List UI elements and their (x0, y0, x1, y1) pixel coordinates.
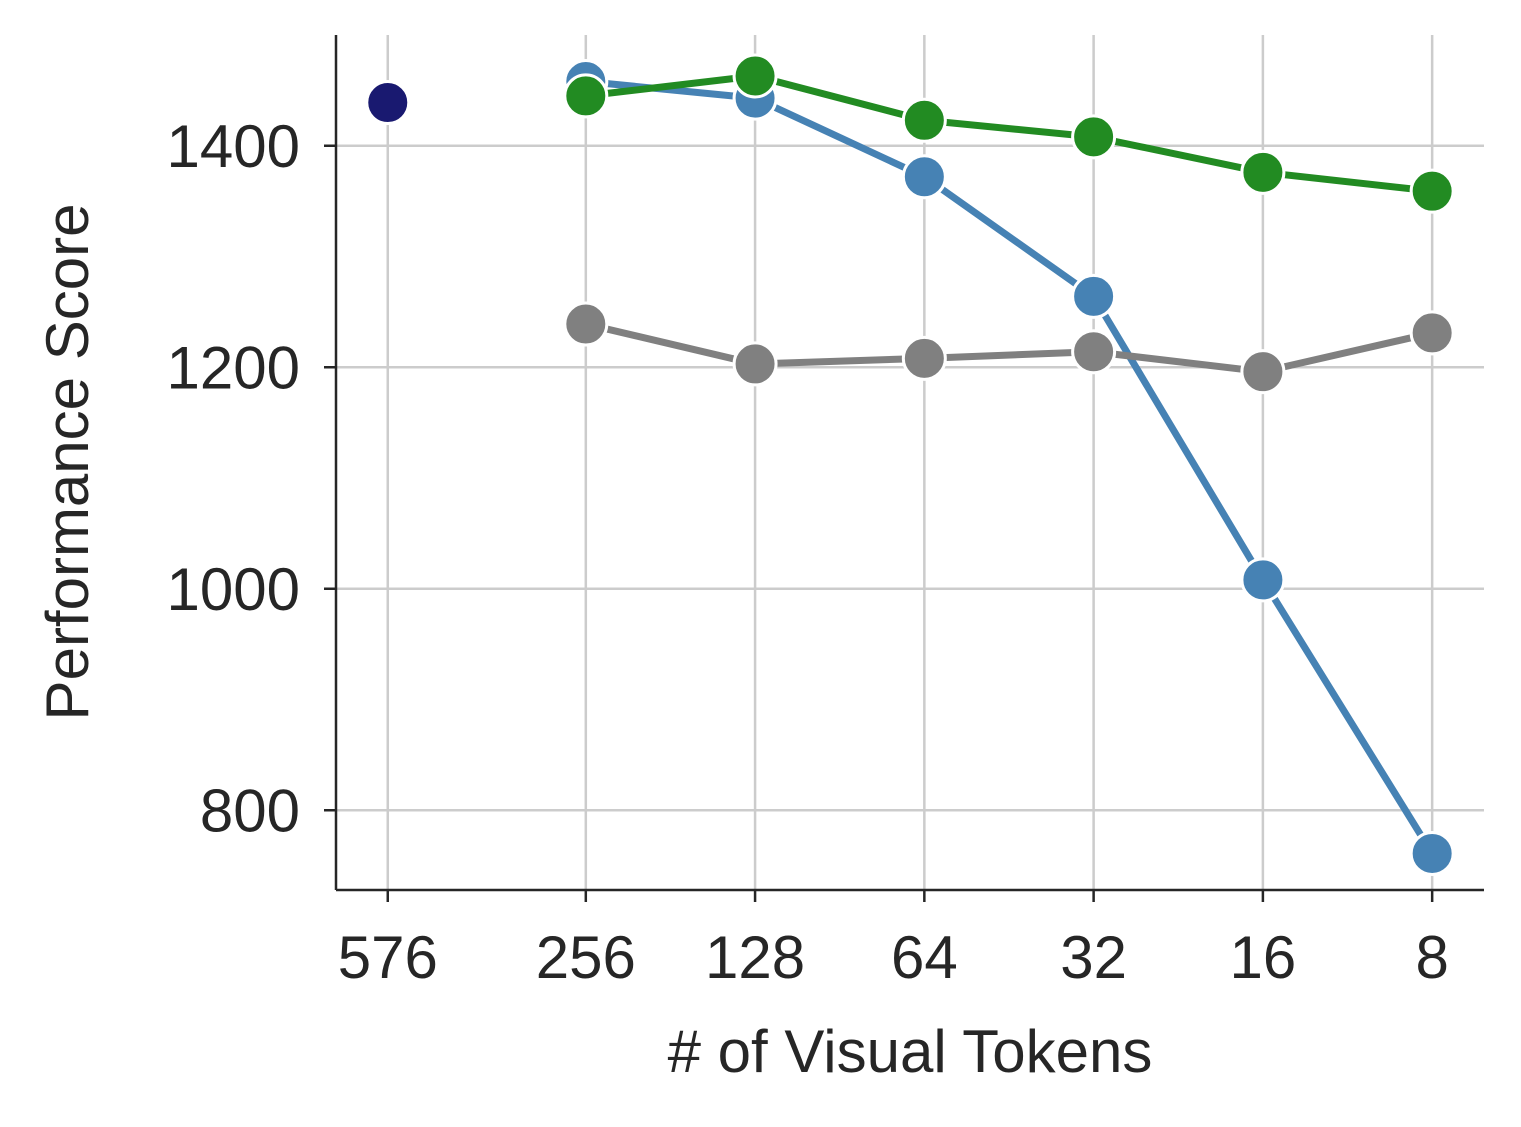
point (563, 73, 609, 119)
series-line (584, 320, 1433, 376)
point (1240, 557, 1286, 603)
point (1071, 329, 1117, 375)
point (901, 154, 947, 200)
y-tick-label: 1000 (167, 556, 300, 623)
x-axis-label: # of Visual Tokens (668, 1018, 1153, 1085)
point (563, 301, 609, 347)
point (1240, 149, 1286, 195)
y-axis-label: Performance Score (34, 204, 101, 721)
point (1409, 830, 1455, 876)
point (365, 80, 411, 126)
x-tick-label: 256 (536, 924, 636, 991)
point (1409, 310, 1455, 356)
point (1071, 114, 1117, 160)
point (1240, 349, 1286, 395)
x-tick-label: 32 (1060, 924, 1127, 991)
x-tick-label: 8 (1415, 924, 1448, 991)
point (732, 53, 778, 99)
point (1071, 273, 1117, 319)
y-tick-label: 800 (200, 777, 300, 844)
x-tick-label: 16 (1230, 924, 1297, 991)
point (901, 335, 947, 381)
x-tick-label: 64 (891, 924, 958, 991)
x-tick-label: 128 (705, 924, 805, 991)
point (732, 341, 778, 387)
point (1409, 168, 1455, 214)
y-tick-label: 1400 (167, 113, 300, 180)
x-tick-label: 576 (338, 924, 438, 991)
series-line (585, 72, 1433, 195)
y-tick-label: 1200 (167, 334, 300, 401)
point (901, 97, 947, 143)
series-line (585, 78, 1436, 856)
